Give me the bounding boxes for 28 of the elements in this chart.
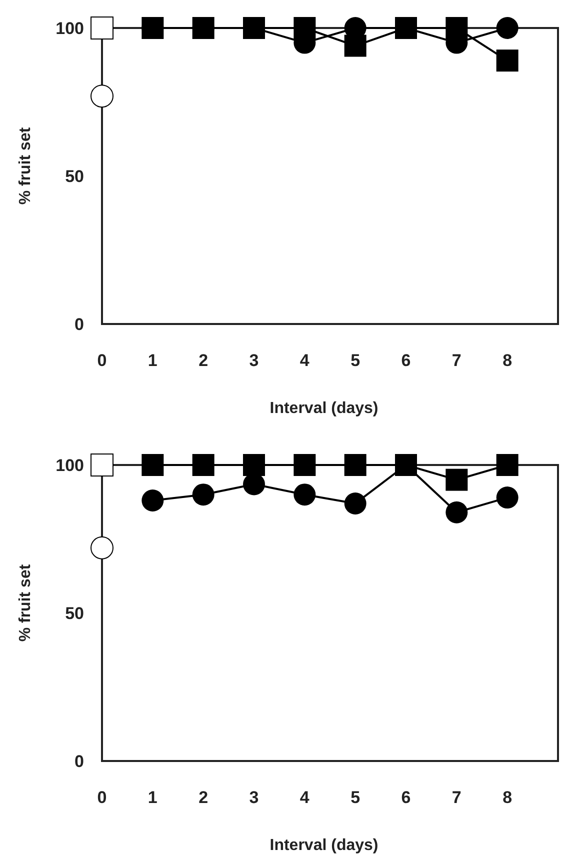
x-tick-label: 6 <box>401 788 411 807</box>
x-tick-label: 2 <box>198 788 208 807</box>
y-tick-label: 50 <box>65 166 84 186</box>
x-tick-label: 8 <box>502 351 512 370</box>
x-tick-label: 0 <box>97 351 107 370</box>
x-tick-label: 2 <box>198 351 208 370</box>
x-tick-label: 5 <box>350 351 360 370</box>
x-axis-title: Interval (days) <box>270 837 378 854</box>
x-tick-label: 4 <box>300 788 310 807</box>
x-tick-label: 8 <box>502 788 512 807</box>
x-tick-label: 1 <box>148 788 158 807</box>
x-tick-label: 7 <box>452 788 462 807</box>
x-tick-label: 7 <box>452 351 462 370</box>
y-tick-label: 100 <box>56 18 84 38</box>
y-axis-title: % fruit set <box>17 126 34 205</box>
y-tick-label: 50 <box>65 604 84 623</box>
x-tick-label: 4 <box>300 351 310 370</box>
x-tick-label: 5 <box>350 788 360 807</box>
y-axis-title: % fruit set <box>17 564 34 642</box>
x-tick-label: 3 <box>249 788 259 807</box>
y-tick-label: 100 <box>56 456 84 475</box>
x-tick-label: 1 <box>148 351 158 370</box>
y-tick-label: 0 <box>74 752 84 771</box>
x-tick-label: 3 <box>249 351 259 370</box>
x-axis-title: Interval (days) <box>270 400 378 417</box>
y-tick-label: 0 <box>74 314 84 334</box>
x-tick-label: 6 <box>401 351 411 370</box>
x-tick-label: 0 <box>97 788 107 807</box>
